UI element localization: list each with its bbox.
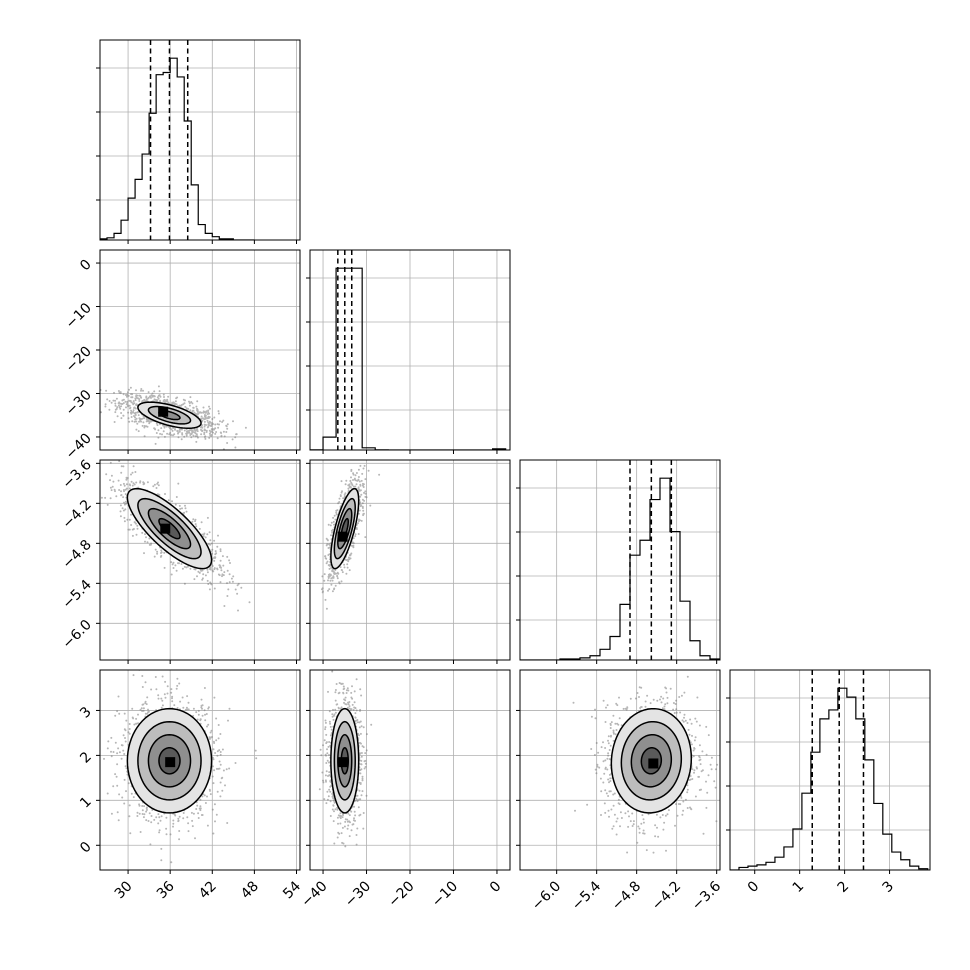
scatter-panel-1-2 [306, 459, 511, 664]
x-tick-label: 0 [745, 878, 763, 896]
y-tick-label: −6.0 [59, 617, 94, 652]
density-peak [337, 531, 348, 542]
panel-frame [309, 459, 511, 661]
scatter-panel-1-3: −40 −30 −20 −10 0 [298, 669, 511, 911]
histogram-panel-3: 0 1 2 3 [726, 669, 931, 896]
contour-line [640, 747, 663, 775]
panel-frame [99, 459, 301, 661]
contour-line [147, 507, 192, 550]
histogram-step [520, 477, 720, 660]
scatter-panel-0-2: −6.0 −5.4 −4.8 −4.2 −3.6 [59, 457, 301, 664]
histogram-step [310, 267, 507, 450]
x-tick-label: 2 [835, 878, 853, 896]
contour-line [158, 517, 181, 540]
panel-frame [309, 249, 511, 451]
scatter-panel-0-1: −40 −30 −20 −10 0 [63, 249, 301, 463]
y-tick-label: −10 [63, 300, 95, 332]
x-tick-label: 1 [790, 878, 808, 896]
y-tick-label: 1 [77, 794, 95, 812]
contour-line [620, 720, 683, 801]
histogram-step [730, 687, 929, 870]
histogram-panel-0 [96, 39, 301, 244]
y-tick-label: 0 [77, 257, 95, 275]
x-tick-label: 36 [154, 878, 178, 902]
scatter-panel-2-3: −6.0 −5.4 −4.8 −4.2 −3.6 [516, 669, 724, 914]
y-tick-label: −4.8 [59, 537, 94, 572]
density-peak [337, 757, 348, 768]
panel-frame [99, 39, 301, 241]
contour-line [158, 746, 181, 775]
x-tick-label: −40 [298, 878, 330, 910]
density-peak [648, 758, 659, 769]
contour-line [137, 401, 202, 430]
density-peak [158, 406, 169, 417]
contour-line [147, 405, 192, 425]
y-tick-label: 2 [77, 749, 95, 767]
panel-frame [519, 669, 721, 871]
contour-line [126, 487, 213, 570]
x-tick-label: 48 [238, 878, 262, 902]
density-peak [165, 757, 176, 768]
y-tick-label: −4.2 [59, 497, 94, 532]
x-tick-label: −4.8 [609, 878, 644, 913]
contour-line [337, 507, 353, 550]
y-tick-label: −5.4 [59, 577, 94, 612]
panel-frame [99, 669, 301, 871]
density-peak [160, 523, 171, 534]
histogram-panel-1 [306, 249, 511, 454]
contour-line [137, 497, 202, 560]
x-tick-label: 42 [196, 878, 220, 902]
contour-line [137, 720, 202, 801]
panel-frame [519, 459, 721, 661]
x-tick-label: 3 [880, 878, 898, 896]
contour-line [333, 720, 356, 801]
x-tick-label: −30 [342, 878, 374, 910]
histogram-panel-2 [516, 459, 721, 664]
panel-frame [729, 669, 931, 871]
x-tick-label: −3.6 [689, 878, 724, 913]
x-tick-label: −4.2 [649, 878, 684, 913]
x-tick-label: 30 [112, 878, 136, 902]
panel-frame [99, 249, 301, 451]
x-tick-label: −6.0 [529, 878, 564, 913]
panel-frame [309, 669, 511, 871]
contour-line [330, 707, 360, 814]
histogram-step [100, 57, 255, 240]
y-tick-label: −20 [63, 344, 95, 376]
x-tick-label: −10 [429, 878, 461, 910]
y-tick-label: 3 [77, 704, 95, 722]
contour-line [147, 733, 192, 788]
y-tick-label: −40 [63, 430, 95, 462]
y-tick-label: 0 [77, 839, 95, 857]
contour-line [333, 497, 356, 560]
contour-line [126, 707, 213, 814]
y-tick-label: −3.6 [59, 457, 94, 492]
y-tick-label: −30 [63, 387, 95, 419]
x-tick-label: 0 [487, 878, 505, 896]
contour-line [330, 487, 360, 570]
contour-line [610, 707, 693, 814]
contour-line [630, 733, 673, 788]
x-tick-label: −20 [385, 878, 417, 910]
x-tick-label: −5.4 [569, 878, 604, 913]
